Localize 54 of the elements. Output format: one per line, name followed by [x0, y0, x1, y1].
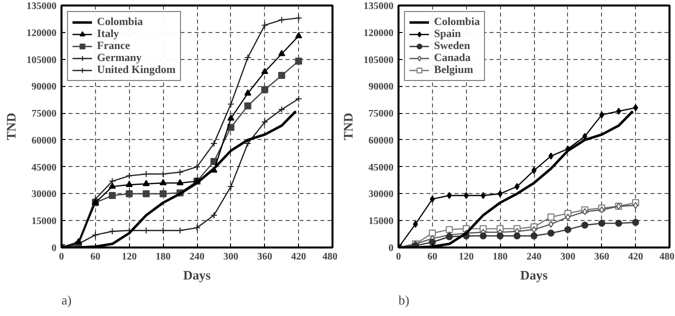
legend-label: Canada	[434, 52, 471, 64]
y-tick-label: 60000	[368, 135, 394, 146]
x-tick-label: 360	[257, 252, 272, 262]
y-tick-label: 15000	[32, 216, 56, 228]
y-axis-title: TND	[4, 112, 18, 140]
x-tick-label: 0	[59, 252, 64, 262]
legend-label: Belgium	[434, 64, 474, 76]
y-tick-label: 60000	[32, 135, 56, 146]
y-axis-title: TND	[340, 112, 356, 140]
legend-label: Colombia	[434, 16, 480, 28]
legend-label: Sweden	[434, 40, 470, 52]
x-axis-title: Days	[183, 268, 211, 282]
x-tick-label: 180	[492, 252, 508, 262]
x-tick-label: 420	[628, 252, 644, 262]
y-tick-label: 30000	[32, 189, 56, 200]
y-tick-label: 0	[52, 243, 56, 254]
y-tick-label: 105000	[26, 54, 56, 66]
x-tick-label: 360	[594, 252, 610, 262]
x-axis-title: Days	[520, 268, 548, 282]
y-tick-label: 0	[388, 243, 394, 254]
y-tick-label: 120000	[26, 28, 56, 39]
y-tick-label: 75000	[368, 108, 394, 120]
x-tick-label: 0	[396, 252, 401, 262]
x-tick-label: 300	[223, 252, 238, 262]
text: b)	[398, 292, 410, 308]
y-tick-label: 135000	[26, 1, 56, 12]
legend-label: Colombia	[97, 16, 143, 28]
x-tick-label: 60	[90, 252, 100, 262]
y-tick-label: 30000	[368, 189, 394, 200]
x-tick-label: 240	[190, 252, 204, 262]
y-tick-label: 45000	[32, 162, 56, 174]
x-tick-label: 420	[291, 252, 306, 262]
y-tick-label: 15000	[368, 216, 394, 228]
x-tick-label: 120	[458, 252, 474, 262]
y-tick-label: 105000	[364, 54, 394, 66]
x-tick-label: 120	[122, 252, 137, 262]
legend-label: Italy	[97, 28, 119, 40]
text: a)	[62, 292, 72, 308]
legend-label: Spain	[434, 28, 461, 40]
x-tick-label: 480	[322, 252, 338, 262]
legend-label: France	[97, 40, 130, 52]
y-tick-label: 75000	[32, 108, 56, 120]
x-tick-label: 300	[560, 252, 576, 262]
y-tick-label: 90000	[32, 82, 56, 93]
y-tick-label: 90000	[368, 82, 394, 93]
x-tick-label: 240	[526, 252, 542, 262]
legend-label: Germany	[97, 52, 142, 64]
legend-label: United Kingdom	[97, 64, 176, 76]
y-tick-label: 45000	[368, 162, 394, 174]
y-tick-label: 135000	[364, 1, 394, 12]
x-tick-label: 480	[660, 252, 674, 262]
y-tick-label: 120000	[364, 28, 394, 39]
x-tick-label: 180	[156, 252, 171, 262]
x-tick-label: 60	[427, 252, 438, 262]
